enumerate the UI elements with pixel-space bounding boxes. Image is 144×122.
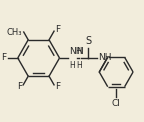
Text: F: F <box>55 82 60 91</box>
Text: F: F <box>17 82 22 91</box>
Text: NH: NH <box>69 47 83 56</box>
Text: S: S <box>85 36 91 46</box>
Text: NH: NH <box>98 54 111 62</box>
Text: H: H <box>69 61 75 70</box>
Text: H: H <box>76 61 82 70</box>
Text: F: F <box>55 25 60 34</box>
Text: F: F <box>1 54 6 62</box>
Text: N: N <box>76 47 83 56</box>
Text: Cl: Cl <box>112 98 121 107</box>
Text: CH₃: CH₃ <box>7 28 22 36</box>
